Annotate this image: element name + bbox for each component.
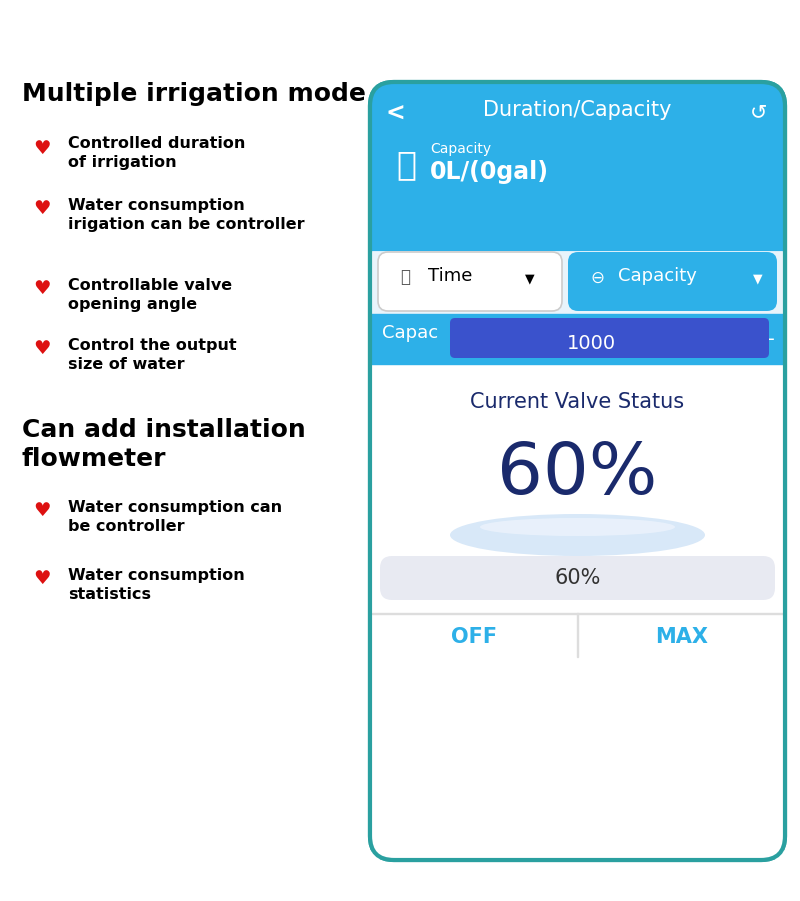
Text: ♥: ♥ (34, 569, 50, 587)
Text: ♥: ♥ (34, 198, 50, 217)
Text: Capac: Capac (382, 324, 438, 342)
Bar (370, 252, 785, 319)
Text: L: L (763, 326, 773, 344)
Text: ♥: ♥ (34, 339, 50, 358)
Text: ♥: ♥ (34, 500, 50, 520)
Text: ♥: ♥ (34, 139, 50, 158)
Text: Water consumption
statistics: Water consumption statistics (68, 568, 245, 602)
Text: 0L/(0gal): 0L/(0gal) (430, 160, 549, 184)
Text: Water consumption can
be controller: Water consumption can be controller (68, 500, 282, 534)
Text: Current Valve Status: Current Valve Status (470, 392, 685, 412)
Bar (372, 613, 783, 614)
Text: Controlled duration
of irrigation: Controlled duration of irrigation (68, 136, 246, 170)
FancyBboxPatch shape (380, 556, 775, 600)
Text: 60%: 60% (498, 440, 658, 509)
Bar (372, 364, 783, 858)
Text: Capacity: Capacity (618, 267, 697, 285)
Text: Time: Time (428, 267, 472, 285)
FancyBboxPatch shape (378, 252, 562, 311)
Text: 60%: 60% (554, 568, 601, 588)
Text: Control the output
size of water: Control the output size of water (68, 338, 237, 372)
Ellipse shape (450, 514, 705, 556)
Text: ↺: ↺ (750, 102, 767, 122)
Text: Can add installation
flowmeter: Can add installation flowmeter (22, 418, 306, 470)
Text: Controllable valve
opening angle: Controllable valve opening angle (68, 278, 232, 313)
Text: ⧗: ⧗ (396, 148, 416, 181)
FancyBboxPatch shape (568, 252, 777, 311)
Text: ⏱: ⏱ (400, 268, 410, 286)
Bar (370, 224, 785, 250)
Text: ▼: ▼ (753, 272, 762, 285)
Bar (577, 613, 578, 657)
Text: <: < (386, 102, 406, 126)
Text: OFF: OFF (450, 627, 497, 647)
Text: Water consumption
irigation can be controller: Water consumption irigation can be contr… (68, 198, 305, 232)
FancyBboxPatch shape (370, 82, 785, 860)
Text: ⊖: ⊖ (590, 269, 604, 287)
Text: ▼: ▼ (525, 272, 534, 285)
Text: Duration/Capacity: Duration/Capacity (483, 100, 672, 120)
Text: ♥: ♥ (34, 278, 50, 297)
Ellipse shape (480, 518, 675, 536)
Text: 1000: 1000 (567, 334, 616, 353)
Text: Capacity: Capacity (430, 142, 491, 156)
FancyBboxPatch shape (370, 82, 785, 250)
Bar (370, 314, 785, 364)
Text: Multiple irrigation mode: Multiple irrigation mode (22, 82, 366, 106)
Text: MAX: MAX (654, 627, 708, 647)
FancyBboxPatch shape (450, 318, 769, 358)
